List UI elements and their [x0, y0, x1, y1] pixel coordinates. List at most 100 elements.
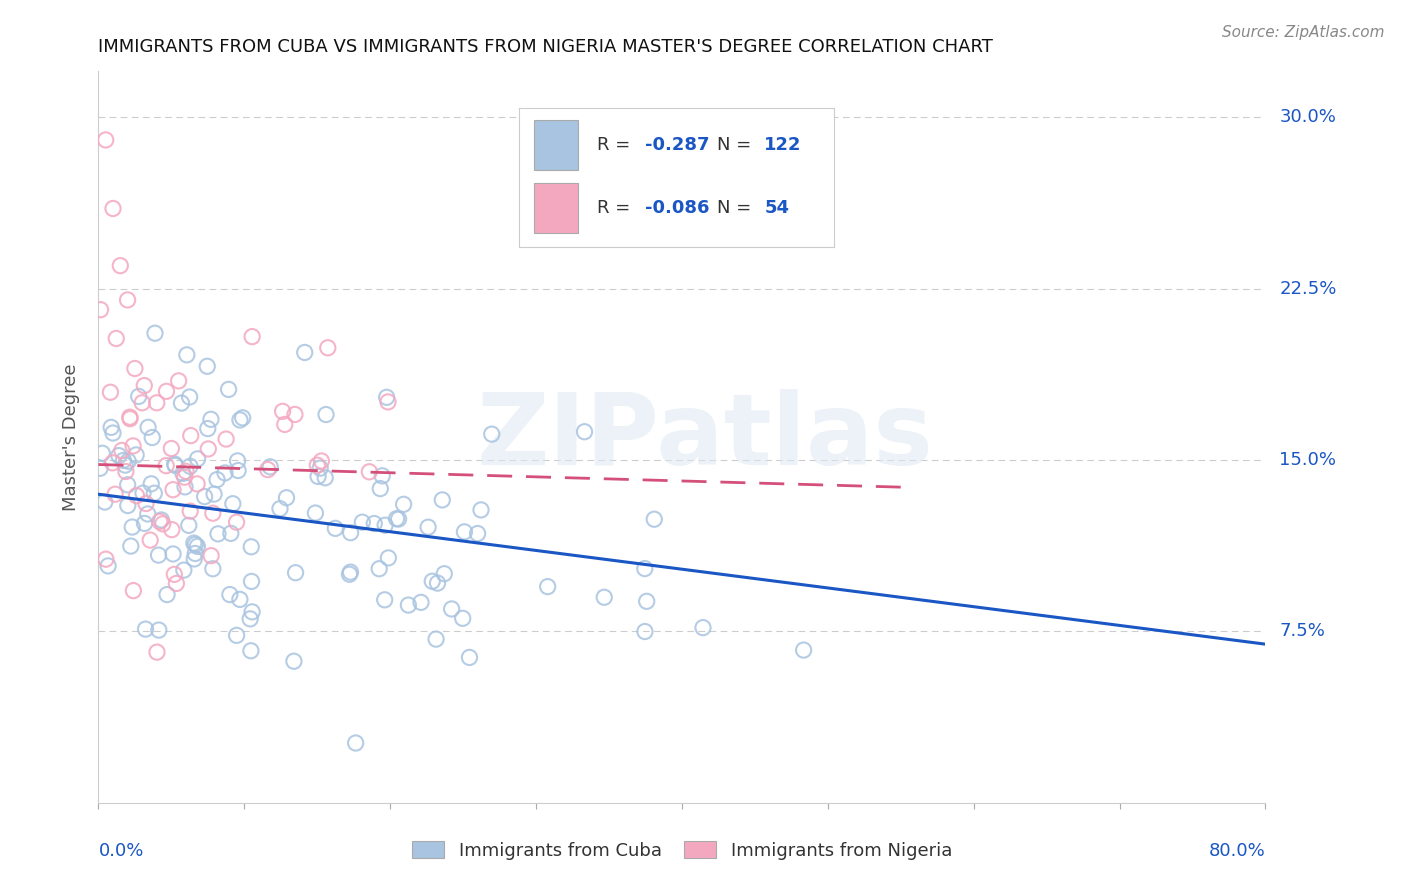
- Point: [470, 503, 492, 517]
- Point: [150, 513, 173, 527]
- Point: [433, 566, 456, 581]
- Point: [467, 526, 489, 541]
- Point: [100, 420, 122, 434]
- Point: [240, 329, 263, 343]
- Point: [160, 523, 183, 537]
- Point: [574, 425, 596, 439]
- Point: [117, 477, 139, 491]
- Point: [453, 524, 475, 539]
- Point: [110, 259, 132, 273]
- Point: [176, 348, 198, 362]
- Point: [104, 487, 127, 501]
- Point: [240, 605, 263, 619]
- Point: [643, 512, 665, 526]
- Point: [167, 374, 190, 388]
- Point: [117, 499, 139, 513]
- Point: [201, 506, 224, 520]
- Point: [94, 133, 117, 147]
- Y-axis label: Master's Degree: Master's Degree: [62, 363, 80, 511]
- Point: [481, 427, 503, 442]
- Point: [179, 459, 201, 474]
- Point: [309, 461, 332, 475]
- Point: [294, 345, 316, 359]
- Point: [240, 540, 263, 554]
- Text: 15.0%: 15.0%: [1279, 451, 1336, 469]
- Text: ZIPatlas: ZIPatlas: [477, 389, 934, 485]
- Point: [283, 654, 305, 668]
- Point: [226, 454, 249, 468]
- Point: [170, 396, 193, 410]
- Point: [135, 622, 157, 636]
- Point: [101, 425, 124, 440]
- Point: [141, 431, 163, 445]
- Point: [214, 466, 236, 480]
- Point: [94, 552, 117, 566]
- Point: [148, 548, 170, 562]
- Point: [352, 515, 374, 529]
- Point: [194, 490, 217, 504]
- Point: [117, 454, 139, 468]
- Point: [396, 598, 419, 612]
- Point: [416, 520, 439, 534]
- Text: 22.5%: 22.5%: [1279, 279, 1337, 298]
- Point: [174, 480, 197, 494]
- Point: [793, 643, 815, 657]
- Point: [143, 486, 166, 500]
- Point: [163, 457, 186, 471]
- Point: [440, 602, 463, 616]
- Point: [259, 459, 281, 474]
- Point: [186, 540, 208, 554]
- Point: [269, 501, 291, 516]
- Point: [111, 443, 134, 458]
- Point: [240, 574, 263, 589]
- Text: 80.0%: 80.0%: [1209, 842, 1265, 860]
- Point: [195, 359, 218, 374]
- Point: [200, 549, 222, 563]
- Point: [174, 464, 197, 478]
- Point: [218, 588, 240, 602]
- Point: [162, 547, 184, 561]
- Point: [156, 588, 179, 602]
- Point: [377, 550, 399, 565]
- Text: 30.0%: 30.0%: [1279, 108, 1336, 126]
- Point: [184, 537, 207, 551]
- Point: [108, 449, 131, 463]
- Point: [148, 623, 170, 637]
- Point: [304, 506, 326, 520]
- Point: [276, 491, 298, 505]
- Point: [634, 561, 657, 575]
- Point: [101, 456, 124, 470]
- Point: [172, 467, 194, 481]
- Point: [91, 446, 114, 460]
- Point: [115, 465, 138, 479]
- Point: [229, 413, 252, 427]
- Point: [122, 439, 145, 453]
- Point: [136, 507, 159, 521]
- Point: [344, 736, 367, 750]
- Point: [284, 566, 307, 580]
- Point: [117, 293, 139, 307]
- Point: [132, 486, 155, 500]
- Point: [135, 497, 157, 511]
- Point: [136, 420, 159, 434]
- Text: IMMIGRANTS FROM CUBA VS IMMIGRANTS FROM NIGERIA MASTER'S DEGREE CORRELATION CHAR: IMMIGRANTS FROM CUBA VS IMMIGRANTS FROM …: [98, 38, 993, 56]
- Point: [636, 594, 658, 608]
- Point: [128, 389, 150, 403]
- Point: [339, 567, 361, 582]
- Point: [368, 482, 391, 496]
- Point: [134, 378, 156, 392]
- Point: [152, 516, 174, 531]
- Point: [180, 428, 202, 442]
- Point: [90, 302, 112, 317]
- Text: 7.5%: 7.5%: [1279, 623, 1326, 640]
- Point: [146, 645, 169, 659]
- Point: [593, 591, 616, 605]
- Point: [134, 516, 156, 531]
- Point: [392, 497, 415, 511]
- Point: [339, 565, 361, 579]
- Point: [186, 476, 208, 491]
- Point: [89, 461, 111, 475]
- Point: [426, 576, 449, 591]
- Point: [219, 526, 242, 541]
- Point: [155, 384, 177, 399]
